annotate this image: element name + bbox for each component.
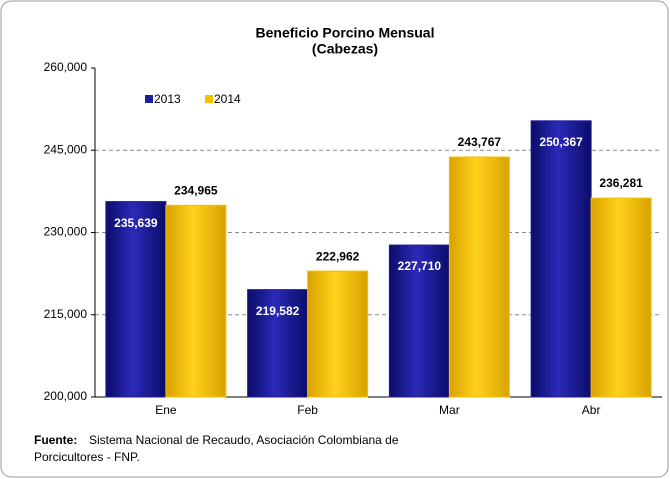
- legend-swatch: [145, 95, 153, 103]
- y-tick-label: 260,000: [44, 60, 88, 74]
- legend-label: 2014: [214, 92, 241, 106]
- bar: [247, 289, 309, 398]
- source-label: Fuente:: [34, 433, 77, 447]
- data-label: 234,965: [174, 183, 218, 197]
- x-tick-label: Abr: [582, 403, 601, 417]
- x-tick-label: Ene: [155, 403, 177, 417]
- bar: [307, 270, 369, 398]
- bar: [530, 120, 592, 398]
- y-tick-label: 230,000: [44, 225, 88, 239]
- source-text: Sistema Nacional de Recaudo, Asociación …: [89, 433, 399, 447]
- data-label: 243,767: [458, 135, 502, 149]
- data-label: 222,962: [316, 249, 360, 263]
- legend-swatch: [205, 95, 213, 103]
- y-tick-label: 245,000: [44, 142, 88, 156]
- data-label: 250,367: [539, 135, 583, 149]
- bar: [448, 156, 510, 398]
- x-tick-label: Mar: [439, 403, 460, 417]
- data-label: 236,281: [599, 176, 643, 190]
- bar: [105, 201, 167, 398]
- data-label: 219,582: [256, 304, 300, 318]
- y-tick-label: 215,000: [44, 307, 88, 321]
- bar: [165, 204, 227, 398]
- source-text: Porcicultores - FNP.: [34, 450, 140, 464]
- bar: [590, 197, 652, 398]
- chart-title: Beneficio Porcino Mensual: [256, 25, 435, 41]
- legend-label: 2013: [154, 92, 181, 106]
- data-label: 235,639: [114, 216, 158, 230]
- y-tick-label: 200,000: [44, 389, 88, 403]
- x-tick-label: Feb: [297, 403, 318, 417]
- chart-subtitle: (Cabezas): [312, 41, 378, 57]
- data-label: 227,710: [398, 259, 442, 273]
- bar: [388, 244, 450, 398]
